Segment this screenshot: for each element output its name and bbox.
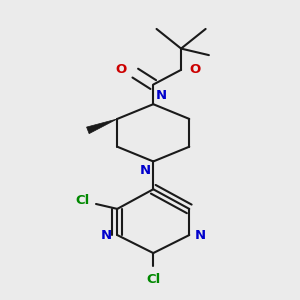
Text: O: O <box>116 63 127 76</box>
Text: O: O <box>189 63 200 76</box>
Text: N: N <box>156 88 167 102</box>
Text: Cl: Cl <box>76 194 90 207</box>
Text: N: N <box>140 164 151 177</box>
Text: Cl: Cl <box>146 273 160 286</box>
Text: N: N <box>195 229 206 242</box>
Text: N: N <box>100 229 111 242</box>
Polygon shape <box>87 119 117 134</box>
